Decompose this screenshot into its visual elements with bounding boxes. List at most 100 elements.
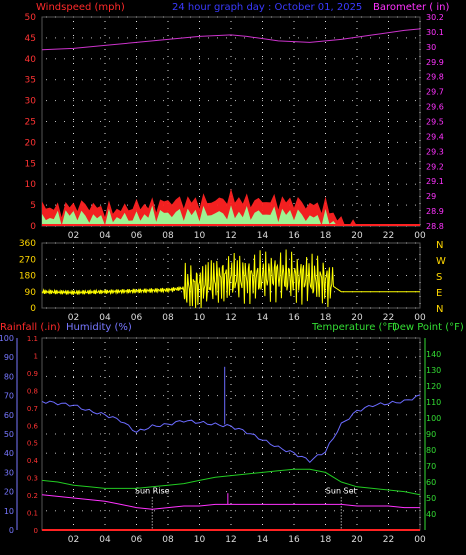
grid-dot [73,37,74,39]
grid-dot [73,133,74,134]
grid-dot [361,375,362,377]
grid-dot [136,363,137,364]
grid-dot [226,414,227,416]
grid-dot [82,337,83,339]
grid-dot [167,447,169,448]
grid-dot [172,79,173,81]
grid-dot [230,133,232,134]
grid-dot [262,412,263,413]
grid-dot [293,412,295,413]
grid-dot [325,133,326,134]
grid-dot [307,452,308,454]
wind-chart: 02 04 06 08 10 12 14 16 18 20 22 000510152025303540… [25,13,444,241]
grid-dot [91,375,92,377]
grid-dot [356,56,358,57]
grid-dot [419,419,421,420]
grid-dot [145,510,146,512]
x-tick-label: 12 [225,313,236,323]
grid-dot [262,349,263,350]
grid-dot [100,37,101,39]
grid-dot [316,141,317,143]
grid-dot [104,433,106,434]
grid-dot [253,242,254,244]
temp-tick-label: 60 [426,478,436,487]
grid-dot [406,375,407,377]
grid-dot [199,100,200,102]
grid-dot [73,84,74,85]
grid-dot [415,337,416,339]
grid-dot [419,447,421,448]
grid-dot [136,196,137,197]
grid-dot [127,375,128,377]
grid-dot [361,162,362,164]
grid-dot [289,121,290,122]
grid-dot [235,491,236,493]
grid-dot [73,303,74,304]
y-left-tick-label: 0 [30,222,36,232]
grid-dot [136,503,137,504]
grid-dot [73,183,74,185]
grid-dot [136,63,137,64]
grid-dot [325,303,326,304]
grid-dot [230,140,232,141]
grid-dot [167,168,169,169]
grid-dot [271,141,272,143]
temp-tick-label: 40 [426,510,436,519]
grid-dot [104,370,106,371]
grid-dot [230,391,232,392]
grid-dot [199,147,200,148]
grid-dot [343,258,344,260]
x-tick-label: 18 [320,231,332,241]
grid-dot [293,189,295,190]
grid-dot [64,337,65,339]
grid-dot [397,375,398,377]
grid-dot [199,447,200,448]
grid-dot [293,517,295,518]
grid-dot [109,395,110,397]
grid-dot [208,162,209,164]
grid-dot [230,517,232,518]
grid-dot [230,398,232,399]
grid-dot [352,375,353,377]
grid-dot [356,70,358,71]
grid-dot [230,447,232,448]
grid-dot [46,258,47,260]
grid-dot [109,414,110,416]
grid-dot [136,510,137,512]
grid-dot [55,37,56,39]
grid-dot [104,254,106,255]
grid-dot [167,461,169,462]
barometer-axis-title: Barometer ( in) [373,2,449,13]
grid-dot [379,307,380,309]
grid-dot [136,461,137,462]
grid-dot [406,433,407,435]
grid-dot [118,162,119,164]
grid-dot [199,384,200,385]
grid-dot [334,141,335,143]
grid-dot [262,100,263,102]
grid-dot [91,258,92,260]
grid-dot [73,247,74,248]
grid-dot [136,291,137,293]
grid-dot [167,412,169,413]
grid-dot [262,242,263,244]
grid-dot [307,510,308,512]
grid-dot [82,491,83,493]
grid-dot [262,468,263,469]
grid-dot [419,84,421,85]
y-right-tick-label: 30.1 [426,28,444,37]
grid-dot [136,524,137,525]
grid-dot [419,405,421,406]
grid-dot [199,491,200,493]
grid-dot [370,510,371,512]
grid-dot [343,510,344,512]
grid-dot [379,242,380,244]
grid-dot [73,419,74,420]
grid-dot [397,16,398,18]
grid-dot [388,337,389,339]
grid-dot [100,100,101,102]
grid-dot [352,307,353,309]
grid-dot [163,375,164,377]
grid-dot [388,58,389,60]
grid-dot [379,58,380,60]
